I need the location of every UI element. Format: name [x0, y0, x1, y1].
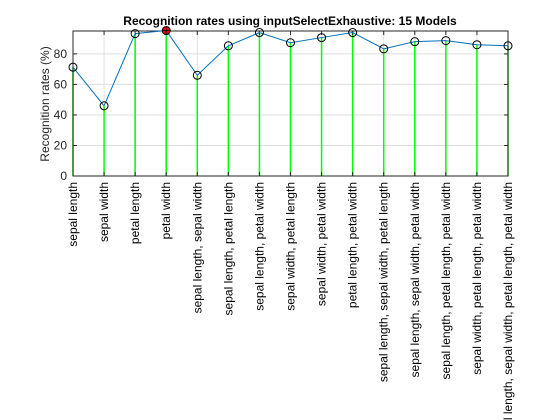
x-tick-label: sepal length, sepal width, petal length	[377, 182, 391, 382]
x-tick-label: sepal length, petal length	[221, 182, 235, 315]
x-tick-label: sepal width, petal length	[284, 182, 298, 311]
y-tick-label: 0	[60, 169, 67, 183]
data-point	[223, 41, 233, 51]
x-tick-labels: sepal length sepal width petal length petal…	[66, 182, 515, 420]
x-tick-label: sepal length, petal length, petal width	[439, 182, 453, 379]
data-point	[99, 101, 109, 111]
y-tick-label: 60	[54, 77, 68, 91]
x-tick-label: sepal length, petal width	[252, 182, 266, 311]
data-point	[472, 40, 482, 50]
data-point	[130, 29, 140, 39]
y-axis-label: Recognition rates (%)	[38, 46, 52, 161]
data-point	[441, 36, 451, 46]
x-tick-label: petal length	[128, 182, 142, 244]
x-tick-label: sepal width, petal width	[315, 182, 329, 306]
y-tick-labels: 0 20 40 60 80	[54, 47, 68, 183]
data-point	[348, 28, 358, 38]
y-tick-label: 80	[54, 47, 68, 61]
x-tick-label: sepal length, sepal width, petal width	[408, 182, 422, 377]
data-point	[317, 33, 327, 43]
data-point	[379, 44, 389, 54]
x-tick-label: sepal length, sepal width, petal length,…	[501, 182, 515, 420]
data-point	[503, 41, 513, 51]
y-tick-label: 40	[54, 108, 68, 122]
x-tick-label: sepal width, petal length, petal width	[470, 182, 484, 375]
x-tick-label: sepal length, sepal width	[190, 182, 204, 313]
data-markers	[68, 26, 513, 111]
x-tick-label: petal width	[159, 182, 173, 239]
data-point	[68, 62, 78, 72]
axes	[72, 30, 509, 177]
x-tick-label: petal length, petal width	[346, 182, 360, 308]
y-tick-label: 20	[54, 138, 68, 152]
data-point	[254, 28, 264, 38]
data-point	[286, 38, 295, 48]
recognition-rate-line	[72, 30, 509, 107]
data-point	[192, 70, 202, 80]
chart-title: Recognition rates using inputSelectExhau…	[123, 14, 457, 28]
data-line	[72, 30, 509, 107]
data-point	[410, 37, 420, 47]
x-tick-label: sepal width	[97, 182, 111, 242]
x-tick-label: sepal length	[66, 182, 80, 247]
